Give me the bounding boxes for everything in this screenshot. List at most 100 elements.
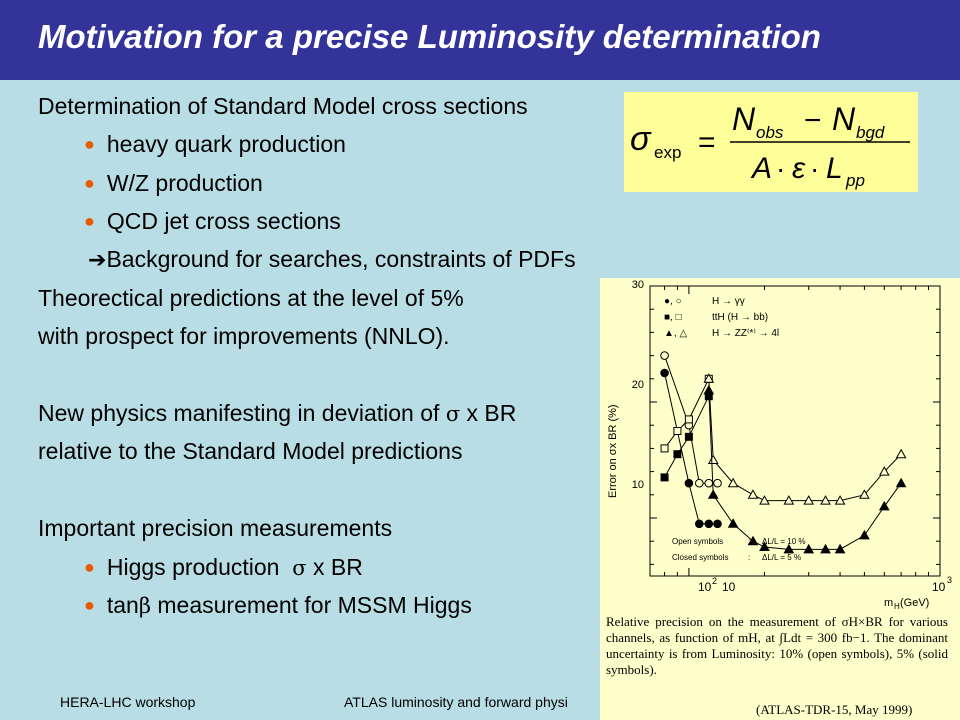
- figure-panel: Error on σx BR (%) 30 20 10 10 2 10 10 3…: [600, 278, 960, 720]
- formula-l: L: [826, 152, 843, 185]
- data-point-s3-p2: [684, 432, 693, 441]
- data-point-s3-p1: [673, 450, 682, 459]
- x-tick-1000: 10: [932, 580, 946, 594]
- y-tick-20: 20: [632, 379, 644, 391]
- data-point-s4-p11: [895, 448, 907, 459]
- data-point-s4-p2: [727, 477, 739, 488]
- series-line-3: [664, 395, 710, 478]
- higgs-text: Higgs production: [106, 554, 293, 580]
- bullet-icon: ●: [84, 173, 95, 193]
- data-point-s0-p0: [660, 351, 669, 360]
- data-point-s4-p10: [878, 466, 890, 476]
- formula-equals: =: [698, 126, 716, 159]
- formula-sigma-sub: exp: [654, 143, 681, 162]
- footer-title: ATLAS luminosity and forward physi: [344, 694, 568, 710]
- data-point-s5-p1: [707, 489, 719, 499]
- data-point-s2-p2: [684, 415, 693, 424]
- bullet-tanbeta: ● tanβ measurement for MSSM Higgs: [84, 592, 472, 619]
- new-physics-text: New physics manifesting in deviation of: [38, 400, 446, 426]
- bullet-icon: ●: [84, 134, 95, 154]
- plot-frame: [649, 285, 941, 577]
- tan-rest: measurement for MSSM Higgs: [151, 592, 472, 618]
- background-text: Background for searches, constraints of …: [106, 246, 576, 272]
- slide-title: Motivation for a precise Luminosity dete…: [38, 18, 821, 55]
- text-line-new-physics: New physics manifesting in deviation of …: [38, 400, 516, 427]
- data-point-s4-p4: [759, 495, 770, 505]
- data-point-s4-p1: [707, 454, 719, 464]
- legend-zz-sym: ▲, △: [664, 328, 687, 339]
- y-tick-30: 30: [632, 279, 644, 291]
- footer-workshop: HERA-LHC workshop: [60, 694, 196, 710]
- data-point-s4-p7: [820, 495, 831, 505]
- legend-gamma-sym: ●, ○: [664, 296, 682, 307]
- x-axis-label: m: [884, 597, 893, 609]
- beta-symbol: β: [138, 594, 151, 618]
- x-axis-label-unit: (GeV): [900, 597, 929, 609]
- formula-nbgd-sub: bgd: [856, 123, 885, 142]
- data-point-s4-p3: [747, 489, 759, 499]
- series-line-2: [664, 378, 710, 449]
- data-point-s5-p4: [759, 541, 770, 551]
- tan-text: tan: [106, 592, 139, 618]
- x-axis-label-sub: H: [894, 602, 900, 611]
- bullet-wz: ● W/Z production: [84, 170, 263, 197]
- data-point-s5-p5: [783, 543, 795, 554]
- data-point-s0-p2: [694, 478, 704, 488]
- data-point-s1-p3: [704, 519, 714, 529]
- data-point-s0-p4: [713, 478, 722, 488]
- text-line-relative: relative to the Standard Model predictio…: [38, 438, 463, 464]
- formula-dot2: ·: [810, 153, 819, 184]
- data-point-s1-p1: [684, 478, 694, 488]
- data-point-s5-p8: [834, 543, 846, 554]
- formula-sigma: σ: [630, 120, 652, 158]
- formula-nbgd: N: [832, 101, 856, 137]
- note-open-label: Open symbols: [672, 537, 723, 546]
- legend-tth: ttH (H → bb): [712, 312, 768, 323]
- note-closed-value: ΔL/L = 5 %: [762, 553, 801, 562]
- higgs-br: x BR: [306, 554, 363, 580]
- bullet-icon: ●: [84, 211, 95, 231]
- data-point-s3-p0: [660, 473, 669, 482]
- bullet-text: heavy quark production: [106, 131, 346, 157]
- text-line-important: Important precision measurements: [38, 515, 393, 541]
- bullet-higgs: ● Higgs production σ x BR: [84, 554, 363, 581]
- series-line-5: [708, 390, 902, 550]
- data-point-s5-p0: [703, 384, 715, 395]
- data-point-s4-p9: [859, 489, 870, 499]
- sigma-symbol: σ: [292, 556, 307, 580]
- x-tick-100-exp: 2: [712, 576, 717, 586]
- series-line-4: [708, 378, 902, 502]
- title-bar: Motivation for a precise Luminosity dete…: [0, 0, 960, 80]
- y-axis-label: Error on σx BR (%): [607, 404, 619, 498]
- legend-zz: H → ZZ⁽*⁾ → 4l: [712, 328, 779, 339]
- figure-reference: (ATLAS-TDR-15, May 1999): [756, 702, 913, 717]
- data-point-s1-p4: [713, 519, 722, 529]
- bullet-text: QCD jet cross sections: [106, 208, 341, 234]
- data-point-s4-p0: [703, 373, 715, 383]
- arrow-icon: ➔: [88, 248, 107, 273]
- data-point-s5-p9: [859, 529, 870, 540]
- x-tick-1000-exp: 3: [947, 575, 952, 585]
- x-tick-minor: 10: [722, 580, 736, 594]
- bullet-heavy-quark: ● heavy quark production: [84, 131, 346, 158]
- data-point-s1-p2: [694, 519, 704, 529]
- formula-a: A: [750, 152, 772, 185]
- bullet-text: W/Z production: [106, 170, 263, 196]
- data-point-s5-p6: [803, 543, 815, 554]
- formula-minus: −: [804, 104, 822, 137]
- data-point-s4-p8: [834, 495, 846, 505]
- new-physics-br: x BR: [460, 400, 517, 426]
- formula-dot1: ·: [776, 153, 785, 184]
- legend-gamma: H → γγ: [712, 296, 745, 307]
- data-point-s2-p0: [660, 444, 669, 453]
- legend-tth-sym: ■, □: [664, 312, 682, 323]
- figure-caption: Relative precision on the measurement of…: [606, 614, 948, 677]
- sigma-symbol: σ: [445, 402, 461, 426]
- formula-box: σ exp = N obs − N bgd A · ε · L pp: [624, 92, 918, 192]
- note-closed-label: Closed symbols: [672, 553, 728, 562]
- formula-l-sub: pp: [845, 171, 865, 190]
- bullet-icon: ●: [84, 595, 95, 615]
- data-point-s5-p2: [727, 518, 739, 528]
- formula-nobs-sub: obs: [756, 123, 784, 142]
- y-tick-10: 10: [632, 479, 644, 491]
